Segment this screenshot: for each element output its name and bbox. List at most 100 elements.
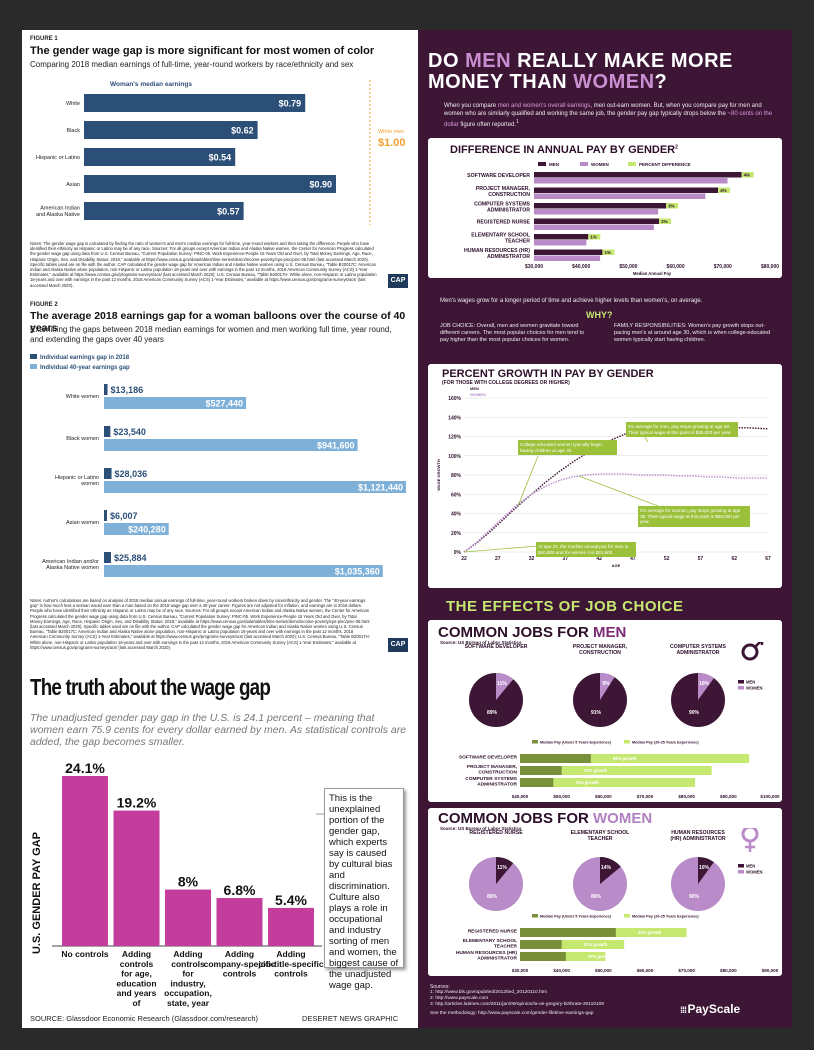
figure-2-category: Hispanic or Latino <box>55 475 99 481</box>
figure-1-category: White <box>66 101 80 107</box>
truth-category: job-title-specific <box>257 959 323 969</box>
pct-y-tick: 60% <box>451 492 462 498</box>
diff-bar-men <box>534 234 589 240</box>
diff-category: CONSTRUCTION <box>488 192 530 198</box>
pct-x-tick: 57 <box>698 556 704 562</box>
men-grow-text: Men's wages grow for a longer period of … <box>440 298 703 304</box>
pie-legend-men-swatch <box>738 680 744 684</box>
figure-2-legend-b: Individual 40-year earnings gap <box>40 365 130 371</box>
diff-legend-women-swatch <box>580 162 588 166</box>
difference-box: DIFFERENCE IN ANNUAL PAY BY GENDER2 MEN W… <box>428 138 782 278</box>
pct-x-tick: 27 <box>495 556 501 562</box>
pct-x-tick: 47 <box>630 556 636 562</box>
pie-dominant-label: 90% <box>689 710 700 716</box>
figure-1-category: Asian <box>66 182 80 188</box>
diff-bar-women <box>534 240 587 246</box>
figure-2-bar-2018 <box>104 552 111 563</box>
diff-bar-women <box>534 224 654 230</box>
truth-category: Adding <box>276 949 305 959</box>
growth-category: HUMAN RESOURCES (HR) <box>456 950 517 956</box>
truth-category: industry, <box>170 978 205 988</box>
figure-2-bar-40yr <box>104 565 383 577</box>
truth-source: SOURCE: Glassdoor Economic Research (Gla… <box>30 1014 258 1023</box>
figure-1-bar-value: $0.90 <box>309 180 332 190</box>
men-source: Source: US Bureau of Labor Statistics <box>440 640 522 645</box>
pie-title: CONSTRUCTION <box>579 650 621 656</box>
growth-tick: $60,000 <box>637 968 654 973</box>
title-mid: REALLY MAKE MORE <box>511 50 733 72</box>
growth-tick: $80,000 <box>720 968 737 973</box>
annotation-men-stop: On average for men, pay stops growing at… <box>626 422 738 438</box>
diff-category: HUMAN RESOURCES (HR) <box>464 248 530 254</box>
figure-2-panel: FIGURE 2 The average 2018 earnings gap f… <box>22 298 414 660</box>
growth-tick: $50,000 <box>595 968 612 973</box>
pie-minor-label: 11% <box>497 865 507 871</box>
pie-title: COMPUTER SYSTEMS <box>670 644 726 650</box>
figure-2-chart: Individual earnings gap in 2018 Individua… <box>30 354 406 577</box>
pct-y-tick: 160% <box>448 396 461 402</box>
figure-2-label: FIGURE 2 <box>30 302 58 308</box>
diff-x-label: Median Annual Pay <box>633 271 672 276</box>
methodology-link[interactable]: See the methodology: http://www.payscale… <box>430 1011 594 1016</box>
diff-legend-men: MEN <box>549 162 559 167</box>
figure-2-title: The average 2018 earnings gap for a woma… <box>30 310 406 334</box>
growth-category: CONSTRUCTION <box>478 770 517 776</box>
pie-slice-minor <box>698 857 714 884</box>
men-jobs-chart: SOFTWARE DEVELOPER 11% 89% PROJECT MANAGER,… <box>459 642 780 799</box>
figure-1-reference-label: White men <box>378 129 404 135</box>
pie-minor-label: 11% <box>497 681 507 687</box>
intro-e: figure often reported. <box>458 122 517 128</box>
main-title-line1: DO MEN REALLY MAKE MORE <box>428 50 733 73</box>
women-word: WOMEN <box>593 810 653 827</box>
pct-subtitle: (FOR THOSE WITH COLLEGE DEGREES OR HIGHE… <box>442 380 570 386</box>
pie-title: SOFTWARE DEVELOPER <box>465 644 528 650</box>
truth-category: education <box>116 978 156 988</box>
truth-category: state, year <box>167 998 210 1008</box>
diff-legend-women: WOMEN <box>591 162 609 167</box>
annotation-women-children: College educated women typically begin h… <box>518 440 617 456</box>
cap-logo: CAP <box>388 274 408 288</box>
figure-1-bar-value: $0.57 <box>217 207 240 217</box>
pct-legend-women: WOMEN <box>470 392 486 397</box>
diff-bar-women <box>534 209 659 215</box>
figure-2-value-2018: $23,540 <box>113 427 146 437</box>
growth-category: ADMINISTRATOR <box>477 956 517 962</box>
growth-tick: $40,000 <box>512 794 529 799</box>
growth-label: 37% growth <box>584 942 608 947</box>
figure-2-category: Asian women <box>66 520 99 526</box>
figure-2-category: Alaska Native women <box>46 565 99 571</box>
pie-title: HUMAN RESOURCES <box>671 830 725 836</box>
pct-x-tick: 32 <box>529 556 535 562</box>
pie-slice-minor <box>600 857 621 884</box>
pie-legend-men: MEN <box>746 864 755 869</box>
pct-callout-line <box>517 455 539 506</box>
figure-2-value-2018: $13,186 <box>111 385 144 395</box>
truth-bar-label: 5.4% <box>275 892 307 908</box>
growth-bar-junior <box>520 952 566 961</box>
pct-callout-line <box>463 545 539 553</box>
diff-category: COMPUTER SYSTEMS <box>474 201 530 207</box>
percent-growth-box: PERCENT GROWTH IN PAY BY GENDER (FOR THO… <box>428 364 782 588</box>
intro-d: ~80 cents on the dollar <box>444 111 773 128</box>
growth-tick: $70,000 <box>637 794 654 799</box>
truth-category: Adding <box>225 949 254 959</box>
figure-2-category: Black women <box>66 436 99 442</box>
bar-legend-a: Median Pay (Under 5 Years Experience) <box>540 741 612 745</box>
pie-title: (HR) ADMINISTRATOR <box>670 836 725 842</box>
figure-1-bar <box>84 121 258 139</box>
truth-subtitle: The unadjusted gender pay gap in the U.S… <box>30 712 407 748</box>
diff-category: SOFTWARE DEVELOPER <box>467 173 530 179</box>
figure-2-value-40yr: $1,121,440 <box>358 483 403 493</box>
pct-x-tick: 52 <box>664 556 670 562</box>
pct-x-tick: 62 <box>731 556 737 562</box>
growth-bar-senior <box>520 778 695 787</box>
difference-title-text: DIFFERENCE IN ANNUAL PAY BY GENDER <box>450 144 676 156</box>
diff-bar-pct <box>588 234 601 240</box>
diff-bar-men <box>534 249 603 255</box>
figure-2-bar-40yr <box>104 439 358 451</box>
figure-2-legend-swatch-b <box>30 364 37 369</box>
why-label: WHY? <box>586 310 613 320</box>
diff-pct-label: 4% <box>744 173 751 178</box>
truth-category: controls <box>274 969 308 979</box>
diff-bar-women <box>534 193 706 199</box>
